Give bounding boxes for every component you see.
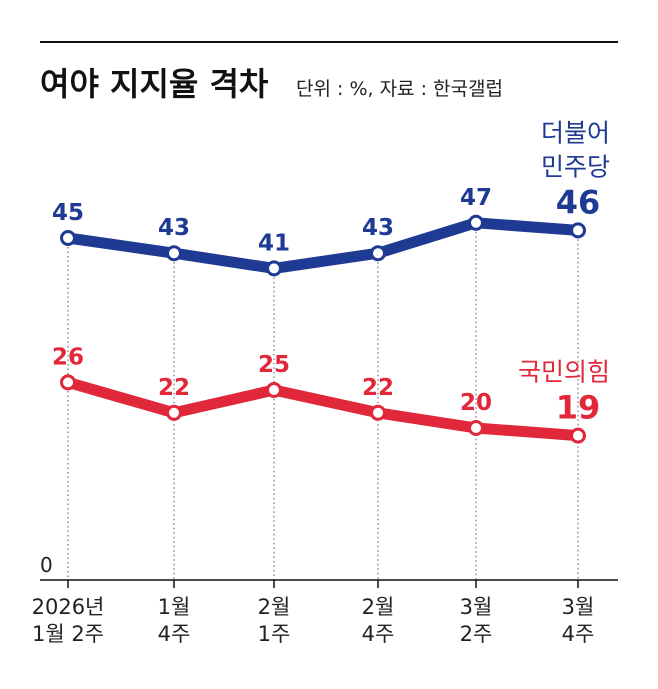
series-0-point-4 (468, 214, 484, 231)
x-tick-label-4-1: 2주 (460, 622, 493, 646)
series-0-label-0: 45 (52, 200, 84, 226)
chart-title: 여야 지지율 격차 (40, 65, 269, 103)
series-0-point-1 (166, 245, 182, 262)
series-1-label-0: 26 (52, 344, 84, 370)
series-0-label-5: 46 (556, 183, 601, 221)
series-0-label-1: 43 (158, 215, 190, 241)
series-0-label-3: 43 (362, 215, 394, 241)
x-tick-label-2-0: 2월 (258, 595, 291, 619)
x-tick-label-1-0: 1월 (158, 595, 191, 619)
series-1-point-4 (468, 420, 484, 436)
series-1-point-0 (60, 374, 76, 391)
x-tick-label-3-1: 4주 (362, 622, 395, 646)
series-1-point-5 (570, 427, 586, 444)
series-0-point-2 (266, 260, 282, 277)
series-1-label-1: 22 (158, 375, 190, 401)
series-1-point-2 (266, 382, 282, 398)
x-tick-label-2-1: 1주 (258, 622, 291, 646)
series-1-label-3: 22 (362, 375, 394, 401)
series-1-label-4: 20 (460, 390, 492, 416)
series-0-point-3 (370, 245, 386, 262)
series-1-point-1 (166, 404, 182, 421)
series-0-point-5 (570, 222, 586, 239)
series-0-label-4: 47 (460, 185, 492, 211)
series-line-0 (62, 217, 584, 274)
x-tick-label-5-1: 4주 (562, 622, 595, 646)
x-tick-label-3-0: 2월 (362, 595, 395, 619)
series-0-name-1: 민주당 (541, 152, 610, 181)
x-tick-label-0-0: 2026년 (32, 595, 105, 619)
x-tick-label-0-1: 1월 2주 (32, 622, 104, 646)
x-tick-label-5-0: 3월 (562, 595, 595, 619)
x-ticks: 2026년 1월 2주 1월 4주 2월 1주 2월 4주 3월 2주 3월 4주 (32, 580, 595, 646)
chart-subtitle: 단위 : %, 자료 : 한국갤럽 (296, 78, 503, 100)
series-1-label-5: 19 (556, 389, 601, 427)
series-1-point-3 (370, 404, 386, 421)
series-1-name-0: 국민의힘 (518, 358, 610, 387)
series-0-point-0 (60, 230, 76, 246)
series-0-name-0: 더불어 (541, 118, 610, 147)
series-0-label-2: 41 (258, 230, 290, 256)
x-tick-label-1-1: 4주 (158, 622, 191, 646)
y-axis-zero-label: 0 (40, 553, 53, 577)
series-1-label-2: 25 (258, 352, 290, 378)
series-line-1 (62, 376, 584, 442)
x-tick-label-4-0: 3월 (460, 595, 493, 619)
